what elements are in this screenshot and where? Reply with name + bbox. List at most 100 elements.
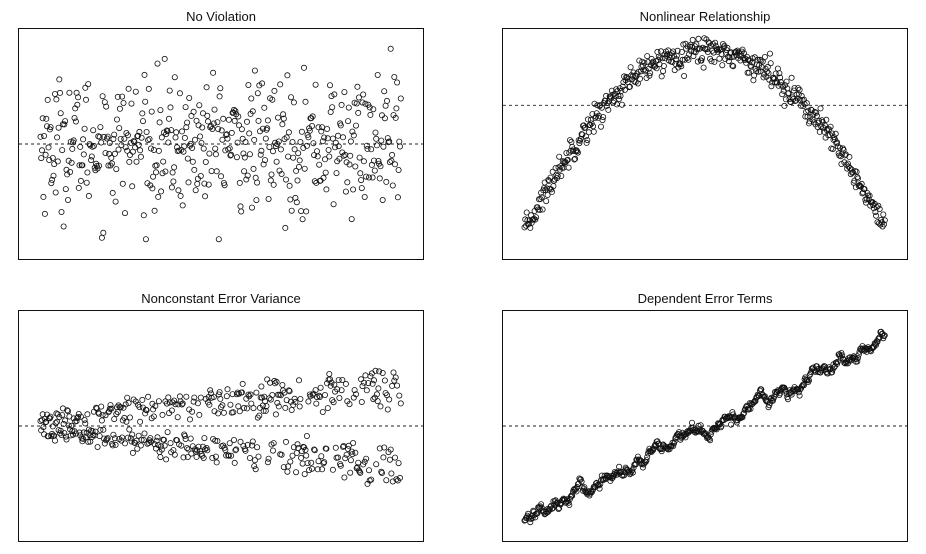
data-point <box>166 87 173 94</box>
data-point <box>194 447 201 454</box>
data-point <box>108 154 115 161</box>
data-point <box>584 137 591 144</box>
data-point <box>320 174 327 181</box>
data-point <box>107 402 114 409</box>
data-point <box>376 445 383 452</box>
data-point <box>124 132 131 139</box>
data-point <box>168 184 175 191</box>
data-point <box>321 459 328 466</box>
data-point <box>772 70 779 77</box>
data-point <box>142 410 149 417</box>
data-point <box>116 404 123 411</box>
data-point <box>245 82 252 89</box>
data-point <box>59 412 66 419</box>
data-point <box>156 119 163 126</box>
data-point <box>181 143 188 150</box>
data-point <box>341 89 348 96</box>
data-point <box>231 117 238 124</box>
data-point <box>389 151 396 158</box>
data-point <box>69 145 76 152</box>
data-point <box>391 454 398 461</box>
data-point <box>378 137 385 144</box>
data-point <box>268 171 275 178</box>
data-point <box>256 412 263 419</box>
data-point <box>177 192 184 199</box>
data-point <box>367 111 374 118</box>
data-point <box>393 105 400 112</box>
data-point <box>379 196 386 203</box>
data-point <box>232 447 239 454</box>
data-point <box>137 153 144 160</box>
data-point <box>251 136 258 143</box>
data-point <box>337 122 344 129</box>
data-point <box>725 58 732 65</box>
data-point <box>781 102 788 109</box>
data-point <box>200 454 207 461</box>
data-point <box>41 133 48 140</box>
data-point <box>345 442 352 449</box>
data-point <box>105 162 112 169</box>
scatter-plot <box>19 367 423 487</box>
data-point <box>111 435 118 442</box>
data-point <box>70 137 77 144</box>
data-point <box>704 48 711 55</box>
data-point <box>727 421 734 428</box>
data-point <box>537 195 544 202</box>
data-point <box>199 110 206 117</box>
data-point <box>40 424 47 431</box>
data-point <box>241 404 248 411</box>
data-point <box>167 440 174 447</box>
data-point <box>732 48 739 55</box>
data-point <box>326 82 333 89</box>
data-point <box>65 422 72 429</box>
data-point <box>145 137 152 144</box>
data-point <box>66 89 73 96</box>
data-point <box>805 107 812 114</box>
data-point <box>225 452 232 459</box>
data-point <box>285 129 292 136</box>
data-point <box>206 401 213 408</box>
data-point <box>77 413 84 420</box>
data-point <box>664 51 671 58</box>
data-point <box>696 428 703 435</box>
data-point <box>813 109 820 116</box>
data-point <box>748 59 755 66</box>
data-point <box>235 113 242 120</box>
data-point <box>694 46 701 53</box>
scatter-plot <box>19 45 423 243</box>
data-point <box>767 60 774 67</box>
data-point <box>47 124 54 131</box>
data-point <box>122 401 129 408</box>
data-point <box>381 377 388 384</box>
data-point <box>395 166 402 173</box>
data-point <box>316 161 323 168</box>
data-point <box>175 187 182 194</box>
data-point <box>369 174 376 181</box>
panel-nonconstant-error-variance: Nonconstant Error Variance <box>18 288 424 543</box>
data-point <box>292 194 299 201</box>
data-point <box>75 184 82 191</box>
data-point <box>196 411 203 418</box>
data-point <box>349 451 356 458</box>
data-point <box>377 403 384 410</box>
data-point <box>42 151 49 158</box>
data-point <box>817 105 824 112</box>
data-point <box>371 394 378 401</box>
data-point <box>157 454 164 461</box>
data-point <box>164 429 171 436</box>
data-point <box>394 79 401 86</box>
data-point <box>242 139 249 146</box>
data-point <box>130 138 137 145</box>
data-point <box>158 134 165 141</box>
data-point <box>82 420 89 427</box>
data-point <box>739 414 746 421</box>
data-point <box>603 102 610 109</box>
data-point <box>363 173 370 180</box>
data-point <box>881 217 888 224</box>
data-point <box>158 443 165 450</box>
data-point <box>207 387 214 394</box>
data-point <box>372 129 379 136</box>
data-point <box>114 93 121 100</box>
data-point <box>308 465 315 472</box>
data-point <box>207 390 214 397</box>
